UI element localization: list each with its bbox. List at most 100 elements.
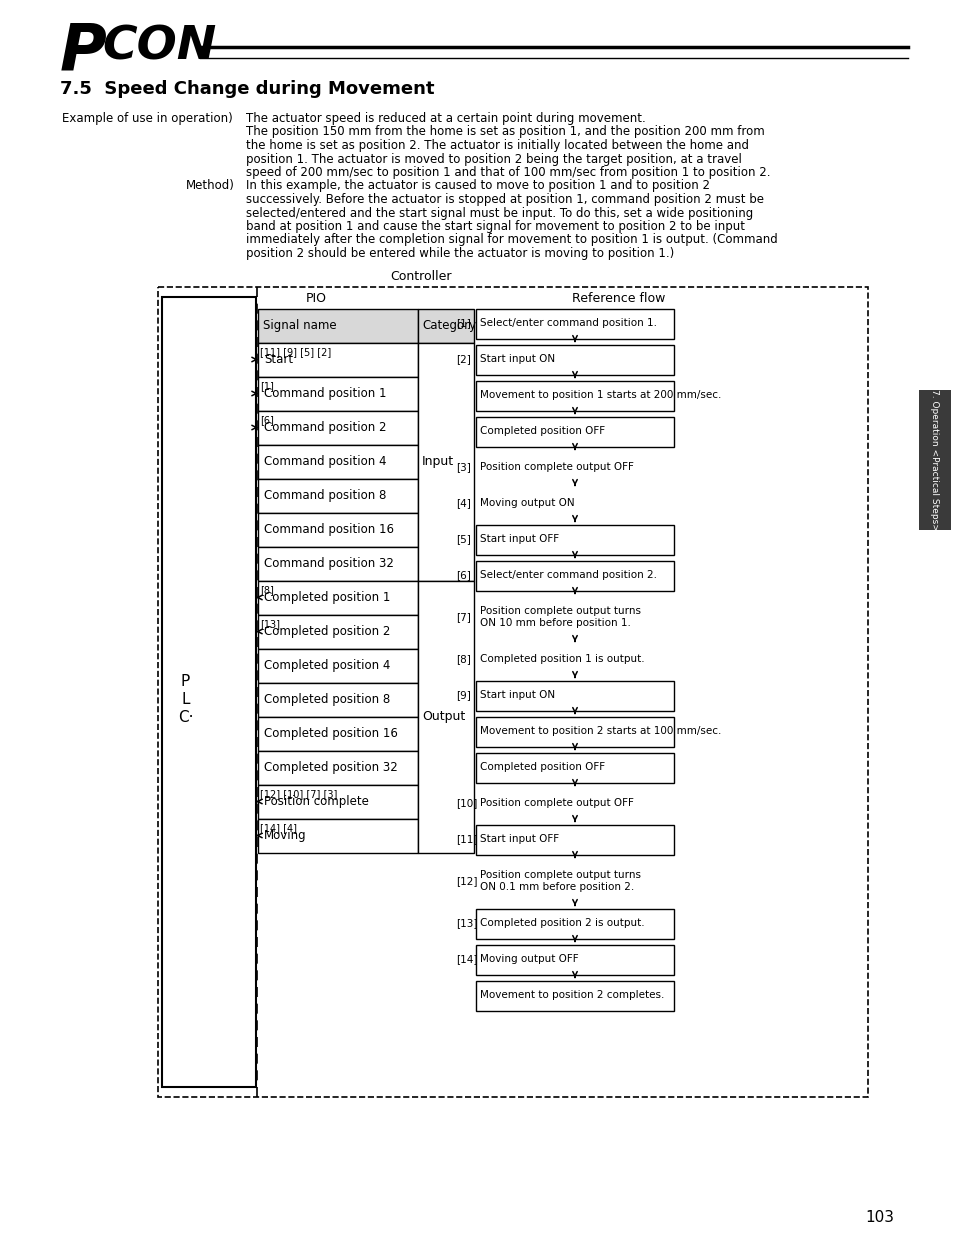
- Text: Start input OFF: Start input OFF: [479, 835, 558, 845]
- Bar: [257, 478, 417, 513]
- Text: 103: 103: [864, 1210, 894, 1225]
- Text: Position complete output OFF: Position complete output OFF: [479, 799, 633, 809]
- Text: Moving output OFF: Moving output OFF: [479, 955, 578, 965]
- Text: Controller: Controller: [390, 270, 451, 284]
- Text: [11] [9] [5] [2]: [11] [9] [5] [2]: [260, 347, 331, 357]
- Text: Completed position 8: Completed position 8: [264, 693, 390, 706]
- Text: Moving: Moving: [264, 829, 306, 842]
- Bar: [257, 819, 417, 852]
- Text: Example of use in operation): Example of use in operation): [62, 112, 233, 125]
- Bar: [257, 445, 417, 478]
- Bar: [257, 751, 417, 784]
- Text: [12] [10] [7] [3]: [12] [10] [7] [3]: [260, 789, 337, 799]
- Text: Completed position 16: Completed position 16: [264, 727, 397, 740]
- Text: band at position 1 and cause the start signal for movement to position 2 to be i: band at position 1 and cause the start s…: [246, 220, 744, 233]
- Text: Command position 4: Command position 4: [264, 454, 386, 468]
- Bar: [257, 513, 417, 547]
- Text: ON 0.1 mm before position 2.: ON 0.1 mm before position 2.: [479, 883, 634, 893]
- Text: Position complete: Position complete: [264, 795, 369, 808]
- Text: Command position 8: Command position 8: [264, 489, 386, 501]
- Text: Completed position 1 is output.: Completed position 1 is output.: [479, 655, 644, 664]
- Text: [4]: [4]: [456, 499, 471, 509]
- Text: Completed position 2: Completed position 2: [264, 625, 390, 638]
- Text: C·: C·: [177, 709, 193, 725]
- Text: Category: Category: [421, 319, 476, 332]
- Text: position 2 should be entered while the actuator is moving to position 1.): position 2 should be entered while the a…: [246, 247, 674, 261]
- Text: Moving output ON: Moving output ON: [479, 499, 574, 509]
- Bar: [476, 345, 673, 374]
- Bar: [257, 683, 417, 716]
- Text: [13]: [13]: [260, 620, 280, 630]
- Text: [8]: [8]: [260, 585, 274, 595]
- Bar: [257, 716, 417, 751]
- Bar: [476, 752, 673, 783]
- Bar: [918, 390, 950, 530]
- Bar: [476, 825, 673, 855]
- Text: [9]: [9]: [456, 690, 471, 700]
- Text: ON 10 mm before position 1.: ON 10 mm before position 1.: [479, 619, 630, 629]
- Text: selected/entered and the start signal must be input. To do this, set a wide posi: selected/entered and the start signal mu…: [246, 206, 753, 220]
- Text: position 1. The actuator is moved to position 2 being the target position, at a : position 1. The actuator is moved to pos…: [246, 152, 741, 165]
- Bar: [476, 416, 673, 447]
- Text: Command position 32: Command position 32: [264, 557, 394, 571]
- Text: speed of 200 mm/sec to position 1 and that of 100 mm/sec from position 1 to posi: speed of 200 mm/sec to position 1 and th…: [246, 165, 770, 179]
- Text: PIO: PIO: [306, 293, 327, 305]
- Text: Movement to position 2 completes.: Movement to position 2 completes.: [479, 990, 663, 1000]
- Text: Position complete output turns: Position complete output turns: [479, 606, 640, 616]
- Text: Position complete output turns: Position complete output turns: [479, 871, 640, 881]
- Text: Completed position 1: Completed position 1: [264, 592, 390, 604]
- Text: [1]: [1]: [260, 382, 274, 391]
- Bar: [476, 309, 673, 338]
- Text: Select/enter command position 1.: Select/enter command position 1.: [479, 319, 657, 329]
- Text: Completed position 2 is output.: Completed position 2 is output.: [479, 919, 644, 929]
- Text: Select/enter command position 2.: Select/enter command position 2.: [479, 571, 657, 580]
- Text: P: P: [181, 673, 190, 688]
- Text: successively. Before the actuator is stopped at position 1, command position 2 m: successively. Before the actuator is sto…: [246, 193, 763, 206]
- Bar: [417, 580, 474, 852]
- Text: L: L: [181, 692, 190, 706]
- Text: Command position 1: Command position 1: [264, 387, 386, 400]
- Text: Signal name: Signal name: [263, 319, 336, 332]
- Text: Completed position 4: Completed position 4: [264, 659, 390, 672]
- Text: [11]: [11]: [456, 835, 477, 845]
- Bar: [476, 909, 673, 939]
- Bar: [257, 615, 417, 648]
- Bar: [476, 981, 673, 1010]
- Text: Command position 16: Command position 16: [264, 522, 394, 536]
- Bar: [158, 287, 867, 1097]
- Text: [5]: [5]: [456, 535, 471, 545]
- Text: P: P: [60, 20, 107, 82]
- Text: Completed position 32: Completed position 32: [264, 761, 397, 774]
- Text: Movement to position 2 starts at 100 mm/sec.: Movement to position 2 starts at 100 mm/…: [479, 726, 720, 736]
- Bar: [257, 342, 417, 377]
- Text: [6]: [6]: [260, 415, 274, 426]
- Text: Completed position OFF: Completed position OFF: [479, 762, 604, 773]
- Bar: [476, 945, 673, 974]
- Bar: [257, 580, 417, 615]
- Text: Start: Start: [264, 353, 293, 366]
- Text: Command position 2: Command position 2: [264, 421, 386, 433]
- Bar: [257, 377, 417, 410]
- Text: the home is set as position 2. The actuator is initially located between the hom: the home is set as position 2. The actua…: [246, 140, 748, 152]
- Text: Start input ON: Start input ON: [479, 354, 555, 364]
- Text: [12]: [12]: [456, 877, 477, 887]
- Bar: [257, 309, 417, 342]
- Text: [14]: [14]: [456, 955, 477, 965]
- Bar: [162, 296, 255, 1087]
- Text: Method): Method): [186, 179, 234, 193]
- Bar: [257, 410, 417, 445]
- Text: The actuator speed is reduced at a certain point during movement.: The actuator speed is reduced at a certa…: [246, 112, 645, 125]
- Bar: [257, 648, 417, 683]
- Text: [1]: [1]: [456, 319, 471, 329]
- Bar: [476, 716, 673, 746]
- Text: CON: CON: [102, 25, 216, 70]
- Text: [7]: [7]: [456, 613, 471, 622]
- Bar: [257, 547, 417, 580]
- Text: [14] [4]: [14] [4]: [260, 824, 296, 834]
- Bar: [476, 561, 673, 590]
- Bar: [476, 380, 673, 410]
- Bar: [257, 784, 417, 819]
- Text: [8]: [8]: [456, 655, 471, 664]
- Text: In this example, the actuator is caused to move to position 1 and to position 2: In this example, the actuator is caused …: [246, 179, 709, 193]
- Text: The position 150 mm from the home is set as position 1, and the position 200 mm : The position 150 mm from the home is set…: [246, 126, 764, 138]
